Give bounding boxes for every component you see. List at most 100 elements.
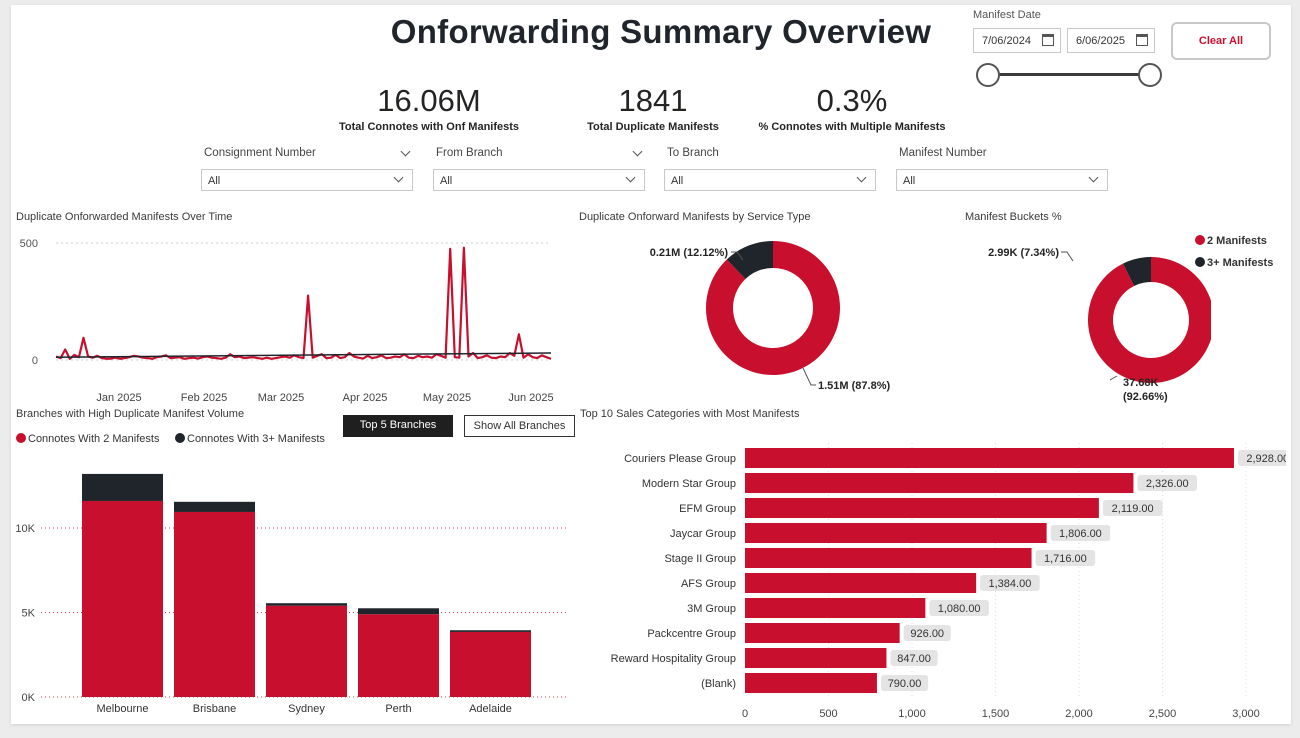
category-label: Modern Star Group (642, 478, 736, 490)
slicer-consignment-number[interactable]: Consignment Number All (201, 146, 413, 193)
show-all-branches-button[interactable]: Show All Branches (464, 415, 575, 437)
y-tick-label: 0 (32, 355, 38, 367)
category-bar (745, 598, 926, 618)
slice-label: 37.68K (1123, 377, 1159, 389)
slicer-dropdown[interactable]: All (201, 169, 413, 191)
start-date-value: 7/06/2024 (982, 35, 1031, 47)
kpi-label: Total Duplicate Manifests (587, 121, 719, 133)
data-label: 2,928.00 (1246, 453, 1286, 465)
slicer-manifest-number[interactable]: Manifest Number All (896, 147, 1108, 193)
leader-line (1061, 251, 1074, 262)
slicer-value: All (208, 175, 221, 187)
legend-item[interactable]: 2 Manifests (1195, 235, 1267, 247)
branch-bar-chart[interactable]: 0K 5K 10K Melbourne Brisbane Sydney Perth Adela… (11, 460, 576, 720)
chevron-down-icon[interactable] (1088, 172, 1099, 183)
y-tick-label: 500 (20, 238, 38, 250)
chevron-down-icon[interactable] (400, 146, 411, 157)
manifest-buckets-chart-title: Manifest Buckets % (965, 211, 1062, 223)
data-label-bg (980, 575, 1040, 591)
slicer-title: Consignment Number (204, 147, 316, 159)
legend-label: 2 Manifests (1207, 235, 1267, 247)
category-bar (745, 648, 887, 668)
slicer-value: All (903, 175, 916, 187)
calendar-icon[interactable] (1042, 34, 1054, 46)
x-tick-label: Apr 2025 (343, 392, 388, 404)
end-date-input[interactable]: 6/06/2025 (1067, 28, 1155, 53)
data-label-bg (1050, 525, 1111, 541)
service-type-donut-chart[interactable]: 0.21M (12.12%) 1.51M (87.8%) (571, 230, 931, 405)
data-label: 926.00 (910, 628, 944, 640)
sales-categories-bar-chart[interactable]: 0 500 1,000 1,500 2,000 2,500 3,000 Couriers Pl… (576, 435, 1286, 720)
kpi-label: Total Connotes with Onf Manifests (338, 121, 520, 133)
bar-2-manifests (266, 605, 347, 697)
kpi-value: 0.3% (816, 83, 888, 118)
x-tick-label: 3,000 (1232, 708, 1260, 720)
category-bar (745, 573, 977, 593)
kpi-label: % Connotes with Multiple Manifests (758, 121, 946, 133)
slicer-title: From Branch (436, 147, 503, 159)
data-label-bg (1102, 500, 1163, 516)
bar-2-manifests (174, 511, 255, 697)
chevron-down-icon[interactable] (625, 172, 636, 183)
start-date-input[interactable]: 7/06/2024 (973, 28, 1061, 53)
data-label-bg (890, 650, 938, 666)
top5-branches-button[interactable]: Top 5 Branches (343, 415, 453, 437)
category-label: Packcentre Group (647, 628, 736, 640)
bar-3plus-manifests (82, 473, 163, 501)
slicer-title: To Branch (667, 147, 719, 159)
x-tick-label: May 2025 (423, 392, 471, 404)
sales-chart-title: Top 10 Sales Categories with Most Manife… (580, 408, 800, 420)
category-label: Couriers Please Group (624, 453, 736, 465)
line-chart-title: Duplicate Onforwarded Manifests Over Tim… (16, 211, 233, 223)
data-label-bg (903, 625, 951, 641)
bar-2-manifests (82, 500, 163, 697)
x-tick-label: 1,500 (982, 708, 1010, 720)
category-label: Jaycar Group (670, 528, 736, 540)
clear-all-button[interactable]: Clear All (1171, 22, 1271, 60)
slicer-dropdown[interactable]: All (664, 169, 876, 191)
legend-item[interactable]: Connotes With 2 Manifests (16, 433, 159, 445)
legend-item[interactable]: Connotes With 3+ Manifests (175, 433, 325, 445)
chevron-down-icon[interactable] (856, 172, 867, 183)
x-tick-label: 1,000 (898, 708, 926, 720)
donut-slice (1122, 257, 1151, 286)
slicer-dropdown[interactable]: All (433, 169, 645, 191)
chevron-down-icon[interactable] (632, 146, 643, 157)
slicer-dropdown[interactable]: All (896, 169, 1108, 191)
line-chart[interactable]: 0 500 Jan 2025 Feb 2025 Mar 2025 Apr 2025 May … (11, 230, 571, 405)
x-tick-label: Feb 2025 (181, 392, 227, 404)
slice-sublabel: (92.66%) (1123, 391, 1168, 403)
slider-end-handle[interactable] (1138, 63, 1162, 87)
category-label: Stage II Group (664, 553, 736, 565)
x-tick-label: Jan 2025 (96, 392, 141, 404)
service-type-chart-title: Duplicate Onforward Manifests by Service… (579, 211, 811, 223)
data-label: 1,806.00 (1059, 528, 1102, 540)
report-canvas: Onforwarding Summary Overview Manifest D… (11, 5, 1291, 724)
chevron-down-icon[interactable] (393, 172, 404, 183)
calendar-icon[interactable] (1136, 34, 1148, 46)
manifest-buckets-donut-chart[interactable]: 2.99K (7.34%) 37.68K (92.66%) (951, 230, 1211, 405)
data-label: 847.00 (897, 653, 931, 665)
data-label: 2,119.00 (1112, 503, 1154, 515)
category-label: 3M Group (687, 603, 736, 615)
slider-start-handle[interactable] (976, 63, 1000, 87)
leader-line (731, 251, 744, 261)
slicer-to-branch[interactable]: To Branch All (664, 147, 876, 193)
donut-slice (706, 241, 840, 375)
bar-3plus-manifests (358, 608, 439, 615)
legend-item[interactable]: 3+ Manifests (1195, 257, 1273, 269)
kpi-value: 1841 (618, 83, 688, 118)
slice-label: 2.99K (7.34%) (988, 247, 1059, 259)
bar-2-manifests (358, 614, 439, 697)
manifest-date-label: Manifest Date (973, 9, 1041, 21)
x-tick-label: 0 (742, 708, 748, 720)
bar-3plus-manifests (266, 603, 347, 606)
data-label-bg (929, 600, 989, 616)
y-tick-label: 0K (22, 692, 36, 704)
category-bar (745, 523, 1047, 543)
date-range-slider[interactable] (989, 73, 1151, 76)
category-bar (745, 448, 1234, 468)
category-bar (745, 673, 877, 693)
slicer-from-branch[interactable]: From Branch All (433, 146, 645, 193)
bar-2-manifests (450, 631, 531, 697)
